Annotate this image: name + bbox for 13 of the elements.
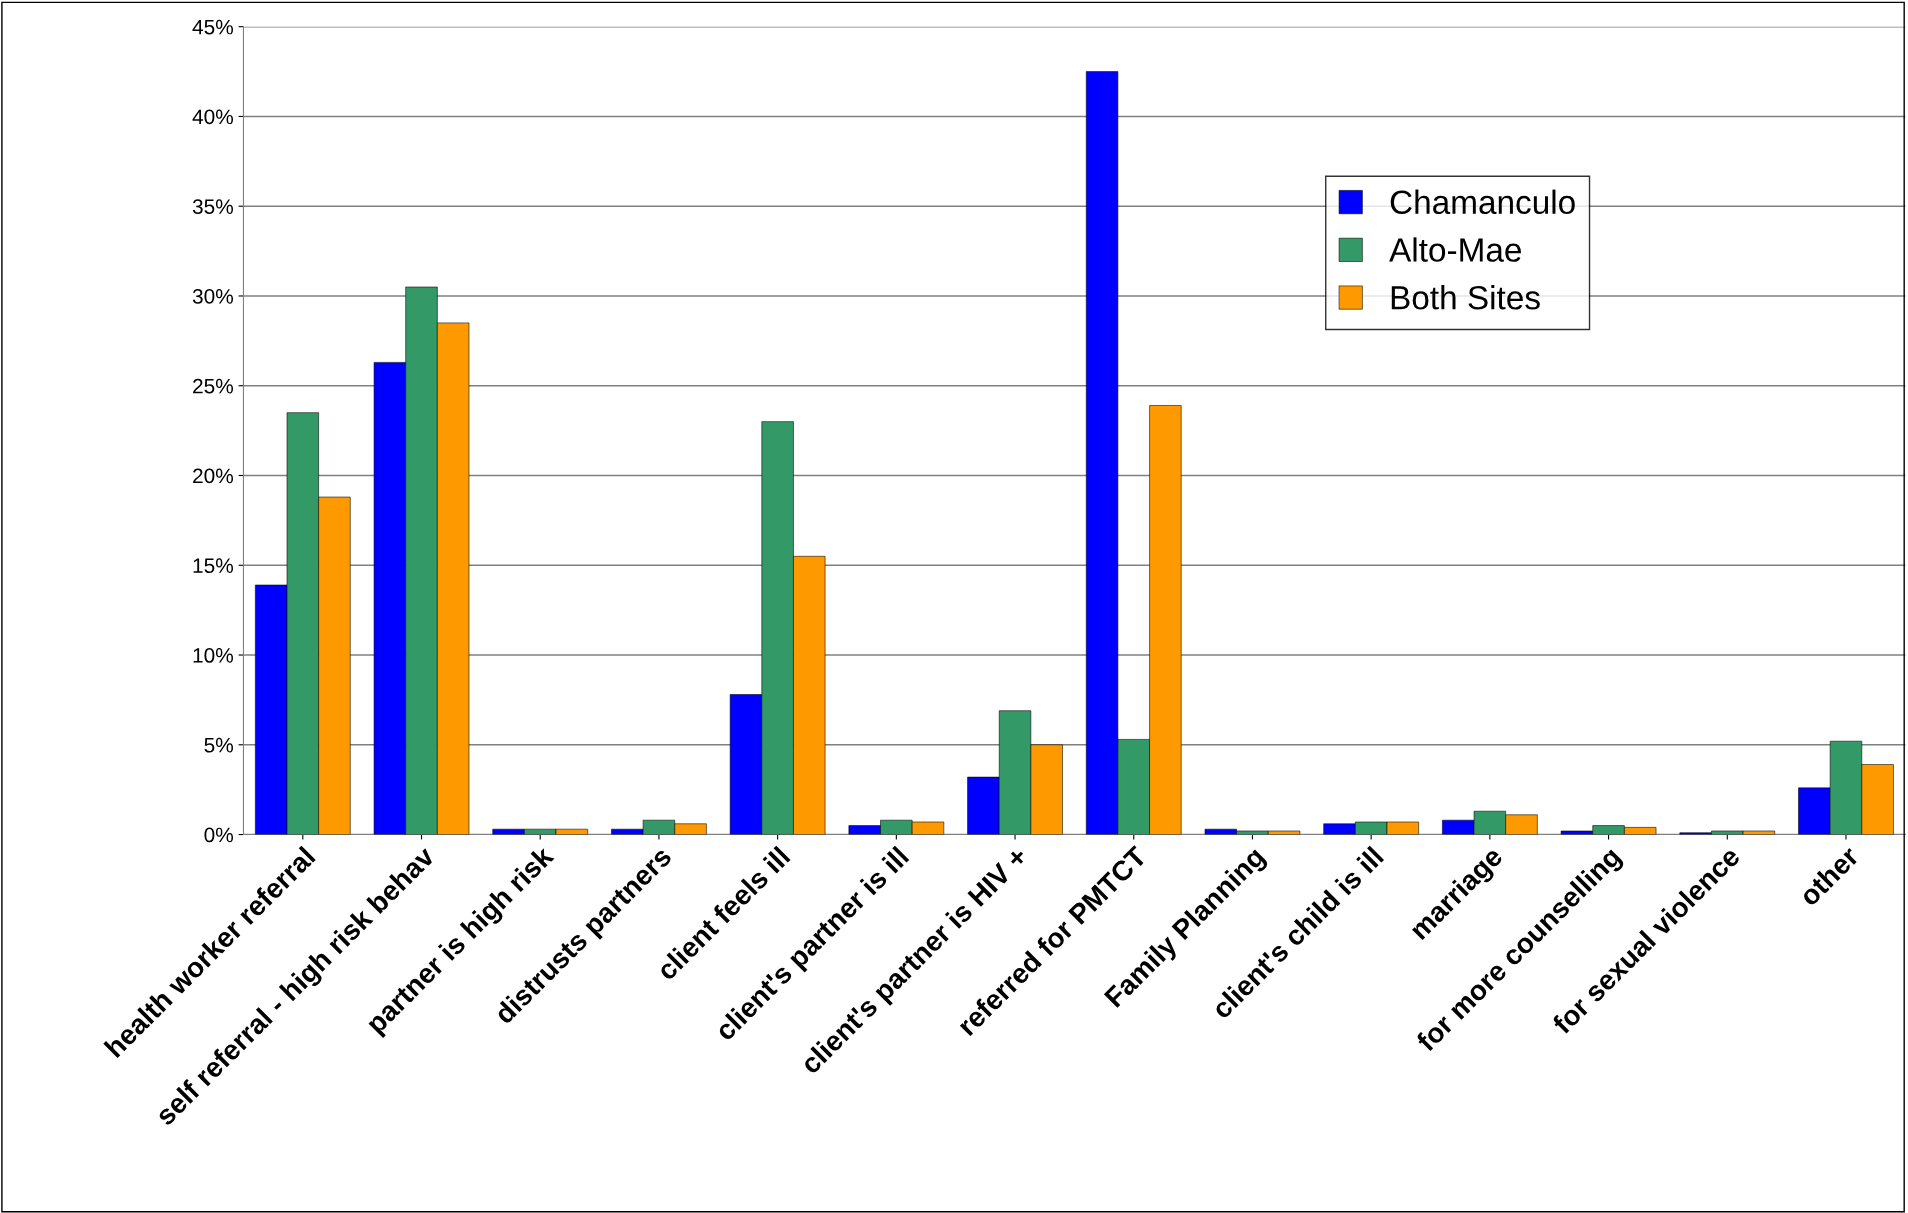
y-tick-label: 40% bbox=[192, 109, 233, 125]
y-tick-label: 20% bbox=[193, 468, 233, 484]
y-tick-label: 45% bbox=[192, 19, 233, 35]
legend-label: Alto-Mae bbox=[1389, 237, 1521, 262]
y-tick-label: 25% bbox=[193, 378, 233, 394]
y-tick-label: 10% bbox=[193, 648, 233, 663]
legend-label: Chamanculo bbox=[1390, 189, 1575, 215]
y-tick-label: 5% bbox=[204, 737, 233, 753]
legend-label: Both Sites bbox=[1391, 285, 1540, 310]
y-tick-label: 15% bbox=[193, 558, 233, 574]
y-tick-label: 30% bbox=[192, 288, 233, 304]
y-tick-label: 35% bbox=[192, 199, 233, 214]
y-tick-label: 0% bbox=[204, 827, 233, 843]
